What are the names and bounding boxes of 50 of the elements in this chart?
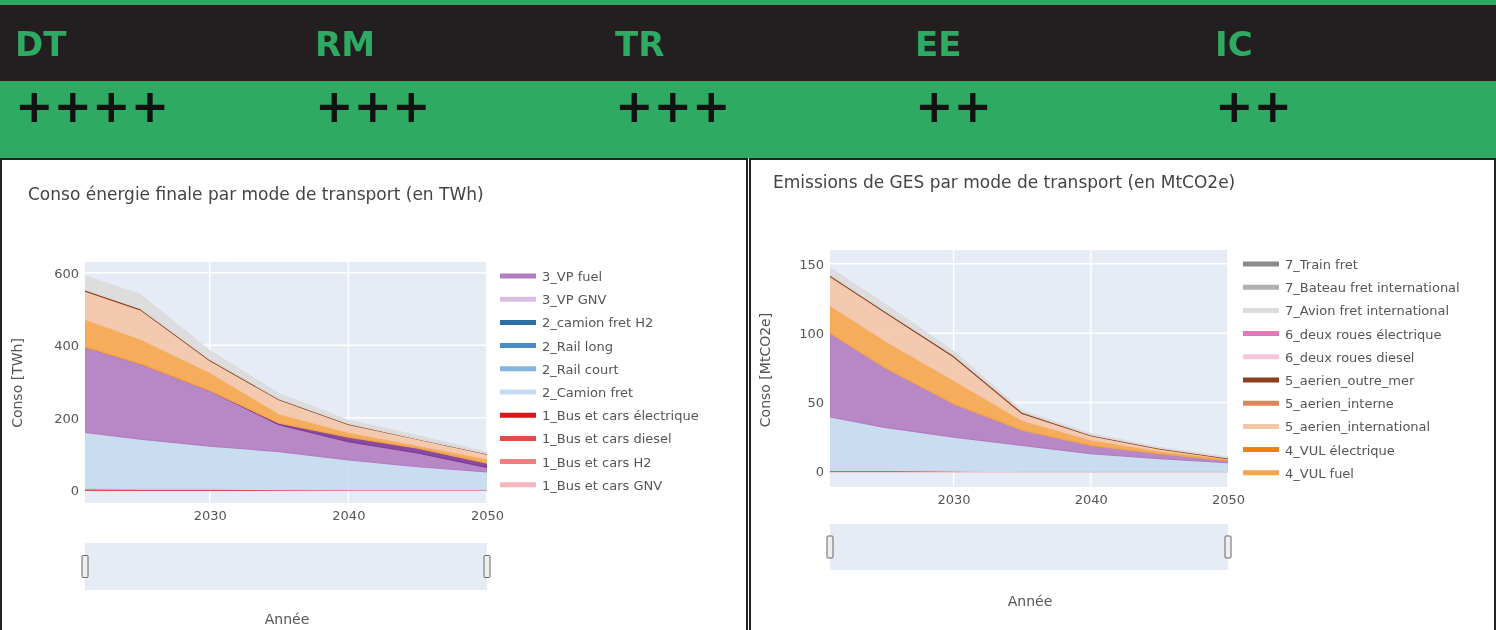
chart-title: Conso énergie finale par mode de transport (en TWh) bbox=[28, 184, 484, 204]
legend-label: 5_aerien_international bbox=[1285, 419, 1431, 435]
y-axis-title: Conso [TWh] bbox=[9, 338, 25, 428]
x-tick-label: 2030 bbox=[937, 492, 971, 508]
legend-label: 3_VP GNV bbox=[542, 292, 607, 308]
legend-label: 1_Bus et cars diesel bbox=[542, 431, 672, 447]
y-tick-label: 200 bbox=[54, 410, 79, 426]
text: RM bbox=[315, 24, 376, 64]
x-tick-label: 2050 bbox=[470, 508, 505, 524]
x-tick-label: 2040 bbox=[332, 508, 366, 524]
y-tick-label: 100 bbox=[799, 325, 824, 341]
x-axis-title: Année bbox=[1007, 593, 1053, 609]
x-tick-label: 2030 bbox=[193, 508, 227, 524]
legend-label: 2_Rail court bbox=[542, 361, 619, 377]
text: +++ bbox=[615, 79, 731, 133]
legend-label: 2_camion fret H2 bbox=[542, 315, 654, 331]
legend-label: 5_aerien_interne bbox=[1285, 396, 1394, 412]
text: ++ bbox=[1215, 79, 1293, 133]
legend-label: 3_VP fuel bbox=[542, 269, 603, 284]
text: IC bbox=[1215, 24, 1253, 64]
legend-label: 1_Bus et cars H2 bbox=[542, 454, 652, 470]
legend-label: 6_deux roues diesel bbox=[1285, 349, 1415, 365]
y-tick-label: 50 bbox=[807, 395, 824, 411]
legend-label: 7_Bateau fret international bbox=[1285, 280, 1460, 296]
text: DT bbox=[15, 24, 68, 64]
y-tick-label: 0 bbox=[70, 482, 79, 498]
text: EE bbox=[915, 24, 962, 64]
legend-label: 1_Bus et cars GNV bbox=[542, 477, 663, 493]
chart-title: Emissions de GES par mode de transport (en MtCO2e) bbox=[773, 172, 1236, 192]
y-tick-label: 0 bbox=[815, 464, 824, 480]
text: TR bbox=[615, 24, 665, 64]
text: ++++ bbox=[15, 79, 170, 133]
legend-label: 4_VUL fuel bbox=[1285, 465, 1354, 481]
text: +++ bbox=[315, 79, 431, 133]
legend-label: 4_VUL électrique bbox=[1285, 442, 1395, 458]
text: ++ bbox=[915, 79, 993, 133]
x-tick-label: 2040 bbox=[1074, 492, 1108, 508]
y-tick-label: 150 bbox=[799, 256, 824, 272]
legend-label: 2_Rail long bbox=[542, 338, 613, 354]
y-tick-label: 400 bbox=[54, 338, 79, 354]
legend-label: 6_deux roues électrique bbox=[1285, 326, 1442, 342]
y-tick-label: 600 bbox=[54, 265, 79, 281]
legend-label: 7_Avion fret international bbox=[1285, 303, 1450, 319]
legend-label: 7_Train fret bbox=[1285, 257, 1358, 272]
x-axis-title: Année bbox=[264, 611, 310, 627]
x-tick-label: 2050 bbox=[1211, 492, 1246, 508]
legend-label: 5_aerien_outre_mer bbox=[1285, 373, 1415, 388]
legend-label: 2_Camion fret bbox=[542, 385, 634, 400]
legend-label: 1_Bus et cars électrique bbox=[542, 408, 699, 424]
y-axis-title: Conso [MtCO2e] bbox=[757, 312, 773, 428]
